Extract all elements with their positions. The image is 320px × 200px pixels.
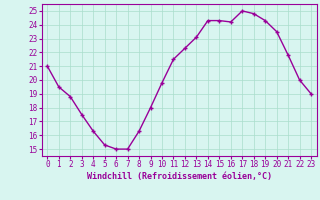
X-axis label: Windchill (Refroidissement éolien,°C): Windchill (Refroidissement éolien,°C) [87,172,272,181]
